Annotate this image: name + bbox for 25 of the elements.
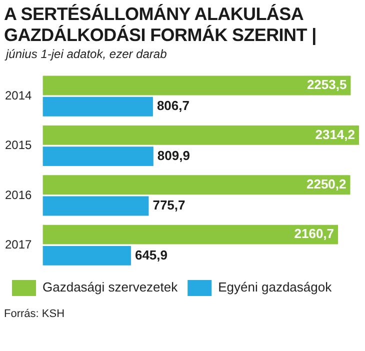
data-label: 2253,5 [306, 77, 347, 92]
y-tick-label: 2016 [4, 188, 32, 202]
legend-label: Egyéni gazdaságok [218, 280, 332, 295]
bar [42, 125, 359, 145]
chart-title: A SERTÉSÁLLOMÁNY ALAKULÁSA GAZDÁLKODÁSI FORMÁK SZERINT | [4, 4, 318, 46]
chart-subtitle: június 1-jei adatok, ezer darab [6, 47, 168, 61]
data-label: 775,7 [152, 198, 186, 213]
data-label: 2314,2 [315, 126, 355, 142]
bar [42, 146, 154, 166]
legend-label: Gazdasági szervezetek [42, 280, 178, 295]
data-label: 806,7 [156, 98, 190, 114]
bar [42, 175, 350, 195]
y-tick-label: 2017 [4, 237, 32, 252]
data-label: 645,9 [134, 247, 168, 262]
y-tick-label: 2015 [4, 138, 32, 152]
bar [42, 96, 153, 116]
bar [42, 76, 351, 96]
y-tick-label: 2014 [4, 88, 32, 102]
bar [42, 196, 149, 216]
text: Forrás: KSH [4, 308, 66, 320]
bar [42, 246, 131, 266]
bar [42, 224, 338, 244]
data-label: 809,9 [157, 148, 190, 163]
data-label: 2160,7 [294, 226, 334, 242]
data-label: 2250,2 [306, 176, 346, 192]
